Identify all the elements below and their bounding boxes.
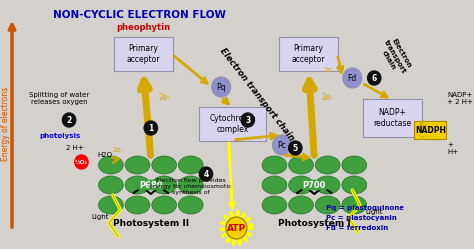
Text: Primary
acceptor: Primary acceptor [292,44,325,64]
Circle shape [289,141,302,155]
Circle shape [226,217,247,239]
Text: Photosystem II: Photosystem II [113,219,189,228]
FancyBboxPatch shape [279,37,338,71]
Ellipse shape [125,156,150,174]
Text: pheophytin: pheophytin [116,23,170,32]
Text: ATP: ATP [227,224,246,233]
Text: Primary
acceptor: Primary acceptor [127,44,160,64]
Text: Fd = ferredoxin: Fd = ferredoxin [326,225,388,231]
Text: 2e-: 2e- [324,67,335,73]
Circle shape [343,68,362,88]
Text: Cytochrome
complex: Cytochrome complex [210,114,255,134]
Ellipse shape [125,196,150,214]
Text: photolysis: photolysis [39,133,80,139]
Text: ½O₂: ½O₂ [75,160,88,165]
Circle shape [212,77,231,97]
Ellipse shape [178,196,203,214]
Ellipse shape [262,176,287,194]
Text: 5: 5 [293,143,298,152]
Text: Electron transport chain: Electron transport chain [219,47,296,143]
Ellipse shape [152,176,176,194]
Text: 4: 4 [203,170,209,179]
Text: 3: 3 [245,116,250,124]
Text: 2e-: 2e- [322,93,334,102]
Text: Light: Light [365,209,383,215]
Ellipse shape [315,176,340,194]
Text: Light: Light [91,214,109,220]
Ellipse shape [315,196,340,214]
Ellipse shape [289,176,313,194]
Text: NADP+
+ 2 H+: NADP+ + 2 H+ [447,91,474,105]
Ellipse shape [262,156,287,174]
Text: Splitting of water
releases oxygen: Splitting of water releases oxygen [29,92,90,105]
Text: 2: 2 [66,116,72,124]
Text: 1: 1 [148,124,154,132]
Text: P700: P700 [302,181,326,189]
Text: H2O: H2O [98,152,113,158]
Text: Pq = plastoquinone: Pq = plastoquinone [326,205,404,211]
FancyBboxPatch shape [199,107,266,141]
Ellipse shape [342,176,366,194]
Text: Photosystem I: Photosystem I [278,219,351,228]
Ellipse shape [342,156,366,174]
Text: Pc: Pc [278,140,286,149]
Text: 6: 6 [372,73,377,82]
Text: Pq: Pq [217,82,226,91]
Circle shape [241,113,255,127]
Ellipse shape [99,176,123,194]
Circle shape [367,71,381,85]
Text: Energy of electrons: Energy of electrons [1,87,10,161]
Ellipse shape [289,196,313,214]
Text: NADPH: NADPH [415,125,446,134]
Ellipse shape [152,156,176,174]
Ellipse shape [315,156,340,174]
Text: NON-CYCLIC ELECTRON FLOW: NON-CYCLIC ELECTRON FLOW [53,10,226,20]
Text: P680: P680 [139,181,163,189]
Ellipse shape [152,196,176,214]
Circle shape [144,121,157,135]
Text: Electron
transport
chain: Electron transport chain [377,35,413,78]
Text: Fd: Fd [348,73,357,82]
FancyBboxPatch shape [414,121,447,139]
Text: Pc = plastocyanin: Pc = plastocyanin [326,215,396,221]
Text: 2 H+: 2 H+ [66,145,83,151]
FancyBboxPatch shape [363,99,422,137]
Ellipse shape [99,196,123,214]
Text: NADP+
reductase: NADP+ reductase [373,108,411,128]
Circle shape [273,135,292,155]
Text: +
H+: + H+ [447,141,458,154]
Circle shape [199,167,213,181]
Ellipse shape [125,176,150,194]
Ellipse shape [178,156,203,174]
Circle shape [75,155,88,169]
Ellipse shape [342,196,366,214]
Text: 2e-: 2e- [158,93,171,102]
Text: 2e-: 2e- [113,147,124,153]
Text: Electron flow provides
energy for chemioosmotic
synthesis of: Electron flow provides energy for chemio… [149,178,232,195]
FancyBboxPatch shape [114,37,173,71]
Ellipse shape [289,156,313,174]
Ellipse shape [99,156,123,174]
Ellipse shape [178,176,203,194]
Text: 2e-: 2e- [417,135,428,141]
Circle shape [63,113,76,127]
Ellipse shape [262,196,287,214]
